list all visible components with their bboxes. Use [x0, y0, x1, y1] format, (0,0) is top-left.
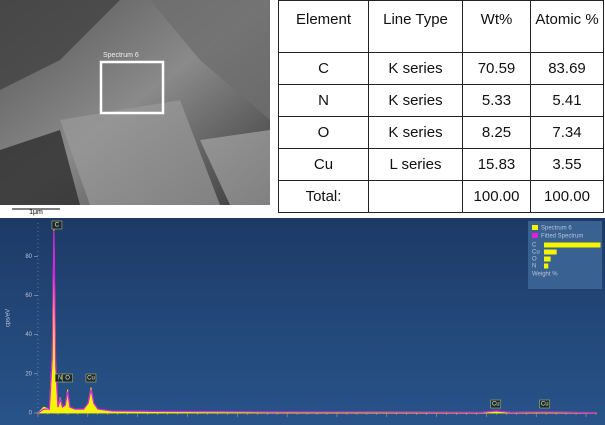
- chart-background: [0, 218, 605, 425]
- table-cell: 8.25: [462, 116, 531, 149]
- peak-label: Cu: [492, 402, 500, 408]
- table-cell: N: [278, 84, 369, 117]
- results-table: Element Line Type Wt% Atomic % C K series 70.5…: [278, 0, 604, 213]
- table-cell: 100.00: [462, 180, 531, 213]
- table-row: Total: 100.00 100.00: [278, 180, 604, 213]
- table-cell: 3.55: [530, 148, 604, 181]
- weight-axis-label: Weight %: [532, 272, 558, 278]
- fitted-line: [37, 230, 597, 414]
- table-cell: L series: [368, 148, 463, 181]
- legend-label: Fitted Spectrum: [541, 234, 583, 240]
- legend-label: Spectrum 6: [541, 226, 572, 232]
- texture: [0, 130, 80, 205]
- peak-label: N: [58, 376, 62, 382]
- table-cell: Cu: [278, 148, 369, 181]
- legend-swatch: [532, 233, 538, 238]
- texture: [150, 0, 270, 120]
- peak-label: Cu: [541, 402, 549, 408]
- weight-label: N: [532, 264, 536, 270]
- region-label: Spectrum 6: [103, 52, 139, 59]
- texture: [0, 0, 120, 90]
- table-cell: 7.34: [530, 116, 604, 149]
- peak-label: O: [65, 376, 70, 382]
- table-row: Cu L series 15.83 3.55: [278, 148, 604, 181]
- table-cell: Wt%: [462, 0, 531, 53]
- peak-label-box: [62, 373, 73, 383]
- table-cell: 5.41: [530, 84, 604, 117]
- weight-label: O: [532, 257, 537, 263]
- table-cell: 15.83: [462, 148, 531, 181]
- texture: [60, 100, 220, 205]
- table-cell: Line Type: [368, 0, 463, 53]
- peak-label: Cu: [87, 376, 95, 382]
- table-cell: 5.33: [462, 84, 531, 117]
- y-tick-label: 0: [29, 411, 33, 417]
- table-cell: Atomic %: [530, 0, 604, 53]
- table-cell: [368, 180, 463, 213]
- table-cell: K series: [368, 52, 463, 85]
- legend-box: [528, 221, 602, 289]
- scale-label: 1μm: [29, 209, 43, 216]
- table-cell: Element: [278, 0, 369, 53]
- sem-image: Spectrum 6 1μm: [0, 0, 270, 216]
- peak-label-box: [490, 399, 502, 409]
- weight-bar: [544, 263, 549, 269]
- weight-bar: [544, 242, 601, 248]
- table-cell: K series: [368, 116, 463, 149]
- table-row: Element Line Type Wt% Atomic %: [278, 0, 604, 53]
- texture: [200, 130, 270, 205]
- table-cell: 70.59: [462, 52, 531, 85]
- weight-label: Cu: [532, 250, 540, 256]
- peak-label-box: [539, 399, 551, 409]
- peak-label-box: [51, 220, 63, 230]
- legend-swatch: [532, 225, 538, 230]
- table-cell: 83.69: [530, 52, 604, 85]
- weight-bar: [544, 249, 557, 255]
- table-cell: K series: [368, 84, 463, 117]
- table-cell: O: [278, 116, 369, 149]
- table-cell: C: [278, 52, 369, 85]
- y-tick-label: 80: [25, 254, 32, 260]
- peak-label: C: [55, 223, 60, 229]
- weight-bar: [544, 256, 551, 262]
- y-tick-label: 20: [25, 371, 32, 377]
- table-cell: Total:: [278, 180, 369, 213]
- y-tick-label: 60: [25, 293, 32, 299]
- y-tick-label: 40: [25, 332, 32, 338]
- y-axis-label: cps/eV: [6, 309, 12, 327]
- table-cell: 100.00: [530, 180, 604, 213]
- weight-label: C: [532, 243, 537, 249]
- spectrum-region: [99, 60, 165, 115]
- peak-label-box: [85, 373, 97, 383]
